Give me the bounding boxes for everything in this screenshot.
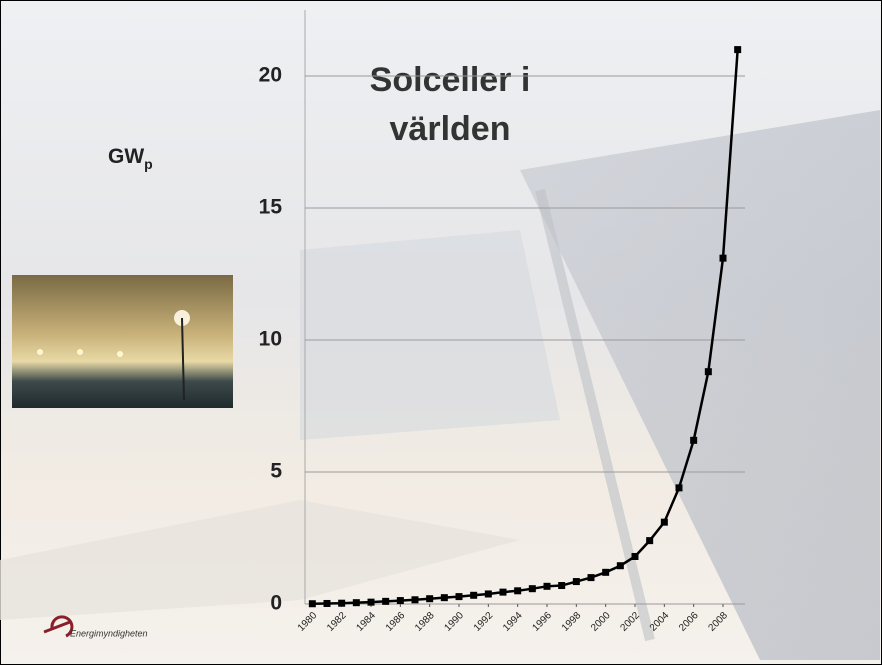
logo-text: Energimyndigheten: [70, 628, 148, 638]
data-point: [499, 588, 507, 596]
data-point: [616, 562, 624, 570]
data-point: [734, 46, 742, 54]
light: [37, 349, 43, 355]
data-point: [660, 518, 668, 526]
y-axis-label-sub: p: [144, 156, 153, 172]
data-point: [719, 254, 727, 262]
chart-title: världen: [390, 110, 511, 148]
data-point: [484, 590, 492, 598]
photo: [12, 275, 233, 408]
y-axis-label-main: GW: [108, 145, 144, 168]
data-point: [528, 585, 536, 593]
chart-title: Solceller i: [370, 61, 531, 99]
data-point: [602, 568, 610, 576]
data-point: [308, 600, 316, 608]
data-point: [514, 587, 522, 595]
data-point: [367, 598, 375, 606]
data-point: [543, 582, 551, 590]
data-point: [631, 552, 639, 560]
data-point: [587, 574, 595, 582]
data-point: [470, 591, 478, 599]
shadow-decoration: [0, 500, 520, 620]
y-tick-label: 0: [270, 592, 282, 615]
logo-mark: [43, 615, 74, 638]
data-point: [382, 597, 390, 605]
data-point: [396, 597, 404, 605]
data-point: [440, 594, 448, 602]
panel-decoration: [535, 188, 655, 642]
panel-decoration: [520, 110, 880, 660]
light: [77, 349, 83, 355]
data-point: [426, 595, 434, 603]
logo: Energimyndigheten: [43, 615, 148, 638]
inset-photo: [12, 275, 233, 408]
data-point: [455, 593, 463, 601]
lamp-post: [181, 317, 185, 401]
data-point: [352, 599, 360, 607]
y-tick-label: 15: [259, 196, 283, 219]
y-tick-label: 10: [259, 328, 282, 351]
data-point: [675, 484, 683, 492]
data-point: [572, 578, 580, 586]
light: [117, 351, 123, 357]
data-point: [323, 599, 331, 607]
y-tick-label: 5: [270, 460, 282, 483]
data-point: [411, 596, 419, 604]
data-point: [704, 368, 712, 376]
data-point: [690, 436, 698, 444]
panel-decoration: [300, 230, 560, 440]
data-point: [338, 599, 346, 607]
y-tick-label: 20: [259, 64, 282, 87]
data-point: [646, 537, 654, 545]
y-axis-label: GWp: [108, 145, 153, 172]
data-point: [558, 582, 566, 590]
